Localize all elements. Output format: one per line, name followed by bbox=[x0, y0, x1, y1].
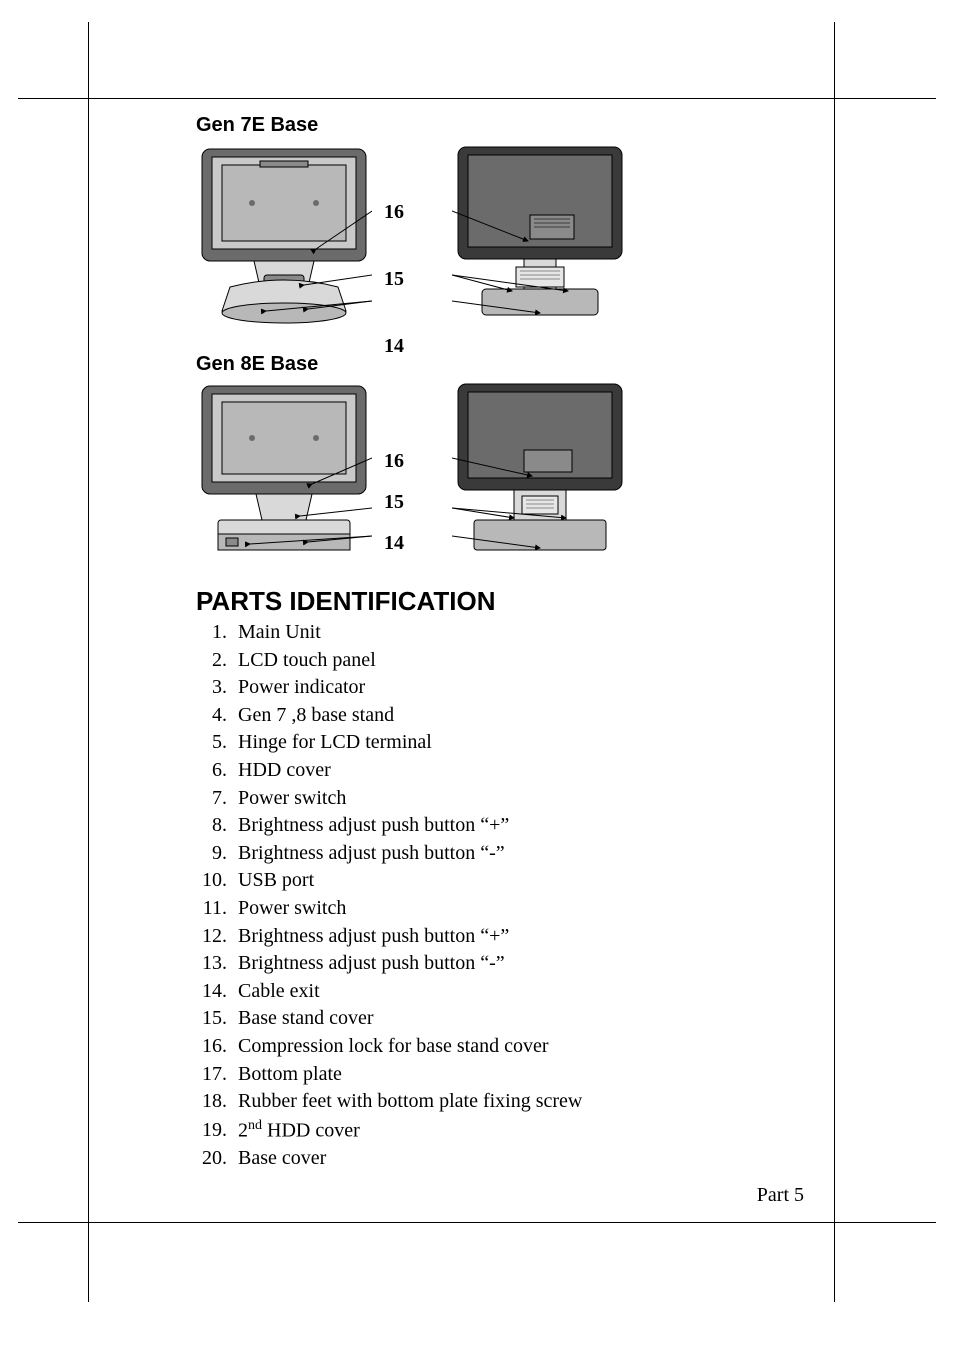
figure-gen7e-rear bbox=[452, 141, 628, 331]
header-rule bbox=[18, 98, 936, 99]
list-item: LCD touch panel bbox=[232, 647, 816, 675]
callouts-gen7e: 16 15 14 bbox=[384, 201, 404, 358]
list-item: Gen 7 ,8 base stand bbox=[232, 702, 816, 730]
list-item: Brightness adjust push button “+” bbox=[232, 923, 816, 951]
figure-gen8e-rear bbox=[452, 380, 628, 564]
parts-list: Main Unit LCD touch panel Power indicato… bbox=[196, 619, 816, 1173]
list-item: Power switch bbox=[232, 785, 816, 813]
list-item: Compression lock for base stand cover bbox=[232, 1033, 816, 1061]
figure-gen7e: 16 15 14 bbox=[196, 141, 816, 331]
margin-rule-left bbox=[88, 22, 89, 1302]
list-item: HDD cover bbox=[232, 757, 816, 785]
list-item: Brightness adjust push button “-” bbox=[232, 950, 816, 978]
callout-16: 16 bbox=[384, 450, 404, 473]
figure-gen7e-front bbox=[196, 141, 372, 331]
footer-rule bbox=[18, 1222, 936, 1223]
ordinal-sup: nd bbox=[248, 1118, 262, 1133]
list-item: Power indicator bbox=[232, 674, 816, 702]
callout-15: 15 bbox=[384, 491, 404, 514]
callout-14: 14 bbox=[384, 335, 404, 358]
callout-16: 16 bbox=[384, 201, 404, 224]
list-item: Base cover bbox=[232, 1145, 816, 1173]
content-area: Gen 7E Base bbox=[196, 108, 816, 1173]
list-item-19: 2nd HDD cover bbox=[232, 1116, 816, 1145]
list-item: Cable exit bbox=[232, 978, 816, 1006]
page-footer: Part 5 bbox=[757, 1184, 804, 1207]
list-item: USB port bbox=[232, 867, 816, 895]
list-item: Bottom plate bbox=[232, 1061, 816, 1089]
list-item: Rubber feet with bottom plate fixing scr… bbox=[232, 1088, 816, 1116]
callout-14: 14 bbox=[384, 532, 404, 555]
list-item: Main Unit bbox=[232, 619, 816, 647]
list-item: Brightness adjust push button “+” bbox=[232, 812, 816, 840]
list-item: Brightness adjust push button “-” bbox=[232, 840, 816, 868]
figure-gen8e-front bbox=[196, 380, 372, 564]
page: Gen 7E Base bbox=[0, 0, 954, 1352]
callout-15: 15 bbox=[384, 268, 404, 291]
list-item: Power switch bbox=[232, 895, 816, 923]
figure-gen8e: 16 15 14 bbox=[196, 380, 816, 564]
list-item: Hinge for LCD terminal bbox=[232, 729, 816, 757]
heading-gen8e: Gen 8E Base bbox=[196, 353, 816, 376]
heading-gen7e: Gen 7E Base bbox=[196, 114, 816, 137]
heading-parts-identification: PARTS IDENTIFICATION bbox=[196, 586, 816, 617]
list-item: Base stand cover bbox=[232, 1005, 816, 1033]
margin-rule-right bbox=[834, 22, 835, 1302]
callouts-gen8e: 16 15 14 bbox=[384, 450, 404, 555]
